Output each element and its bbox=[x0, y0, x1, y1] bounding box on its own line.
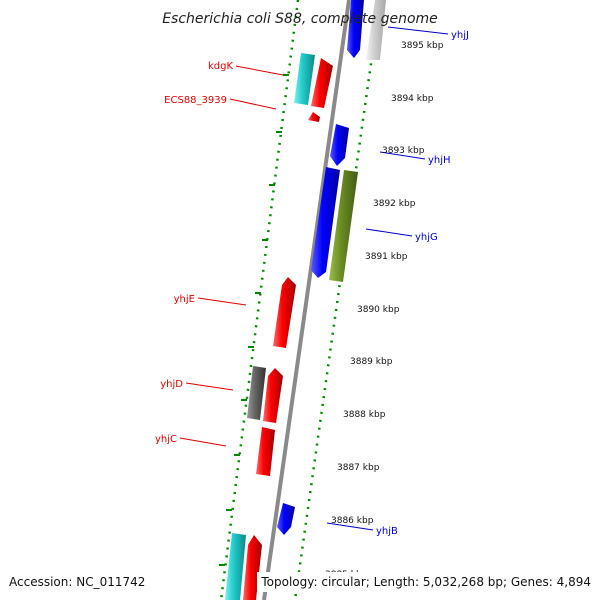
gene-yhjD-grey bbox=[247, 366, 266, 420]
gene-yhjE bbox=[273, 277, 296, 348]
gene-yhjJ-block bbox=[366, 0, 386, 60]
tick-label: 3895 kbp bbox=[401, 41, 444, 51]
map-title: Escherichia coli S88, complete genome bbox=[162, 11, 438, 27]
footer-right-bg bbox=[257, 572, 595, 592]
gene-ECS88_3939 bbox=[308, 112, 320, 122]
tick-label: 3890 kbp bbox=[357, 305, 400, 315]
accession-text: Accession: NC_011742 bbox=[9, 575, 145, 589]
tick-label: 3889 kbp bbox=[350, 357, 393, 367]
gene-label-yhjE: yhjE bbox=[174, 294, 195, 305]
gene-yhjD bbox=[263, 368, 283, 423]
footer-left-bg bbox=[4, 572, 152, 592]
tick-label: 3891 kbp bbox=[365, 252, 408, 262]
gene-label-kdgK: kdgK bbox=[208, 61, 233, 72]
tick-label: 3892 kbp bbox=[373, 199, 416, 209]
gene-yhjH bbox=[330, 124, 349, 166]
gene-yhjG bbox=[311, 167, 340, 278]
gene-label-yhjD: yhjD bbox=[160, 379, 183, 390]
gene-label-yhjC: yhjC bbox=[155, 434, 177, 445]
gene-label-yhjH: yhjH bbox=[428, 155, 451, 166]
gene-label-ECS88_3939: ECS88_3939 bbox=[164, 95, 227, 106]
gene-kdgK bbox=[311, 58, 333, 108]
topology-text: Topology: circular; Length: 5,032,268 bp… bbox=[260, 575, 591, 589]
gene-label-yhjG: yhjG bbox=[415, 232, 438, 243]
features bbox=[225, 0, 386, 600]
tick-label: 3886 kbp bbox=[331, 516, 374, 526]
inner-ring-ticks bbox=[219, 74, 289, 566]
gene-yhjJ-arrow bbox=[347, 0, 364, 58]
scale-labels: 3895 kbp 3894 kbp 3893 kbp 3892 kbp 3891… bbox=[325, 41, 444, 580]
outer-dotted-ring bbox=[293, 0, 382, 600]
tick-label: 3894 kbp bbox=[391, 94, 434, 104]
inner-dotted-ring bbox=[219, 0, 300, 600]
gene-labels: kdgK ECS88_3939 yhjE yhjD yhjC yhjJ yhjH… bbox=[155, 30, 469, 537]
gene-yhjG-olive bbox=[329, 170, 358, 282]
genome-backbone bbox=[262, 0, 351, 600]
tick-label: 3893 kbp bbox=[382, 146, 425, 156]
gene-label-yhjJ: yhjJ bbox=[451, 30, 469, 41]
gene-yhjC bbox=[256, 427, 275, 476]
gene-yhjB bbox=[277, 503, 295, 535]
gene-bottom-cyan bbox=[225, 533, 246, 600]
gene-kdgK-cyan bbox=[294, 53, 315, 105]
gene-label-yhjB: yhjB bbox=[376, 526, 398, 537]
tick-label: 3888 kbp bbox=[343, 410, 386, 420]
label-leader-lines bbox=[179, 26, 449, 531]
tick-label: 3887 kbp bbox=[337, 463, 380, 473]
